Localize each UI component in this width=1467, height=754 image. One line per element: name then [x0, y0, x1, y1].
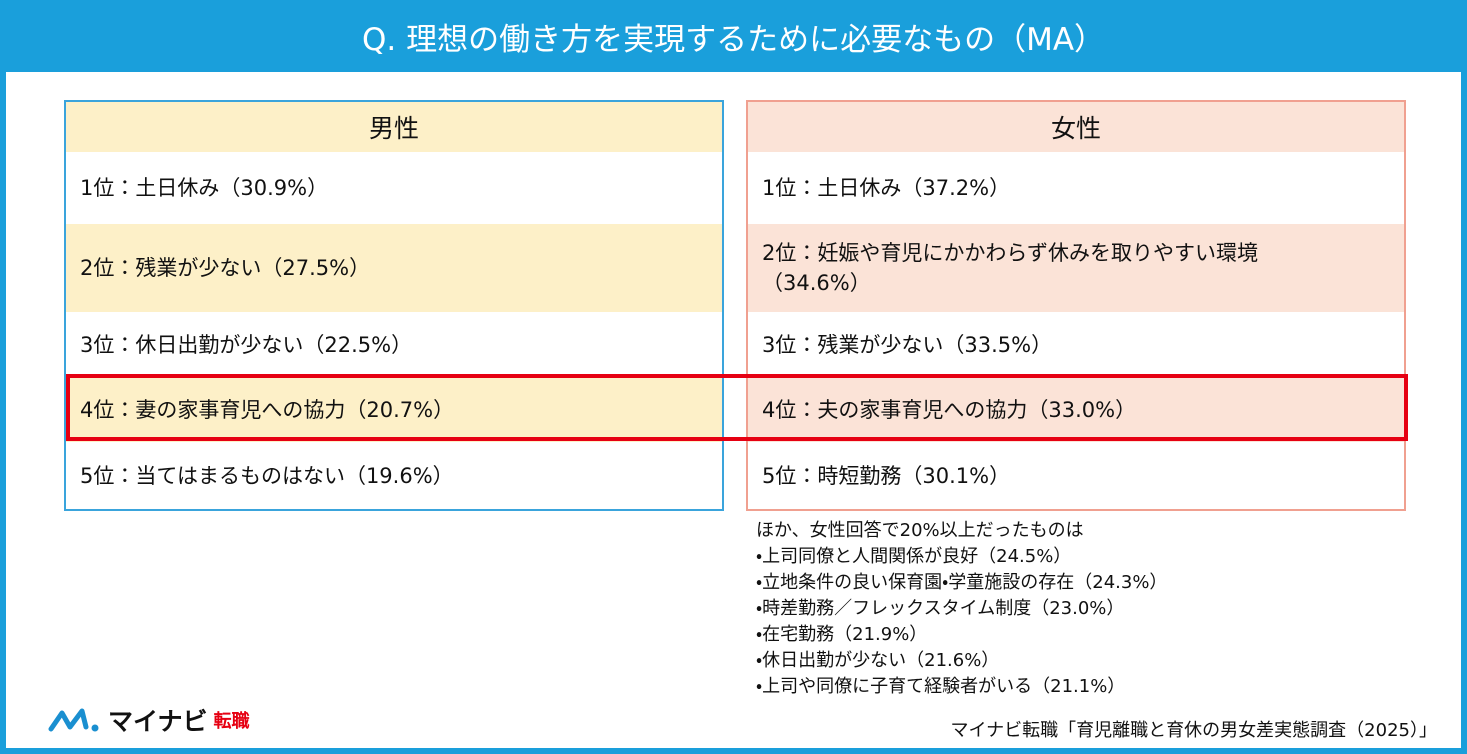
table-row: 4位：妻の家事育児への協力（20.7%） [66, 377, 722, 442]
note-item: ・上司同僚と人間関係が良好（24.5%） [756, 546, 1072, 567]
table-header: 女性 [748, 102, 1404, 152]
row-text: 5位：時短勤務（30.1%） [762, 463, 1011, 488]
row-text: 1位：土日休み（30.9%） [80, 176, 329, 200]
table-row: 4位：夫の家事育児への協力（33.0%） [748, 377, 1404, 442]
table-row: 1位：土日休み（37.2%） [748, 152, 1404, 224]
female-table: 女性 1位：土日休み（37.2%） 2位：妊娠や育児にかかわらず休みを取りやすい環境… [746, 100, 1406, 511]
table-row: 3位：残業が少ない（33.5%） [748, 312, 1404, 377]
note-item: ・上司や同僚に子育て経験者がいる（21.1%） [756, 676, 1126, 697]
logo: マイナビ 転職 [48, 702, 250, 738]
table-row: 1位：土日休み（30.9%） [66, 152, 722, 224]
row-text: 1位：土日休み（37.2%） [762, 176, 1011, 200]
male-table: 男性 1位：土日休み（30.9%） 2位：残業が少ない（27.5%） 3位：休日出勤が… [64, 100, 724, 511]
note-item: ・立地条件の良い保育園・学童施設の存在（24.3%） [756, 572, 1168, 593]
title: Q. 理想の働き方を実現するために必要なもの（MA） [0, 0, 1467, 72]
table-row: 5位：当てはまるものはない（19.6%） [66, 442, 722, 509]
logo-sub: 転職 [213, 711, 250, 732]
logo-name: マイナビ [108, 707, 208, 736]
row-text: 3位：残業が少ない（33.5%） [762, 332, 1053, 357]
source: マイナビ転職「育児離職と育休の男女差実態調査（2025）」 [950, 720, 1437, 741]
notes: ほか、女性回答で20%以上だったものは ・上司同僚と人間関係が良好（24.5%）… [756, 518, 1167, 700]
row-text: 3位：休日出勤が少ない（22.5%） [80, 332, 413, 357]
note-item: ・休日出勤が少ない（21.6%） [756, 650, 1000, 671]
row-text: 4位：夫の家事育児への協力（33.0%） [762, 397, 1137, 422]
row-text: 2位：残業が少ない（27.5%） [80, 256, 371, 280]
highlight-box [66, 374, 1408, 441]
table-row: 5位：時短勤務（30.1%） [748, 442, 1404, 509]
table-header: 男性 [66, 102, 722, 152]
table-row: 2位：残業が少ない（27.5%） [66, 224, 722, 312]
table-row: 2位：妊娠や育児にかかわらず休みを取りやすい環境（34.6%） [748, 224, 1404, 312]
note-item: ・時差勤務／フレックスタイム制度（23.0%） [756, 598, 1125, 619]
row-text: 4位：妻の家事育児への協力（20.7%） [80, 397, 455, 422]
row-text: 2位：妊娠や育児にかかわらず休みを取りやすい環境（34.6%） [762, 241, 1258, 295]
note-item: ・在宅勤務（21.9%） [756, 624, 928, 645]
notes-heading: ほか、女性回答で20%以上だったものは [756, 520, 1084, 541]
table-row: 3位：休日出勤が少ない（22.5%） [66, 312, 722, 377]
row-text: 5位：当てはまるものはない（19.6%） [80, 463, 454, 488]
logo-mark [48, 708, 99, 732]
